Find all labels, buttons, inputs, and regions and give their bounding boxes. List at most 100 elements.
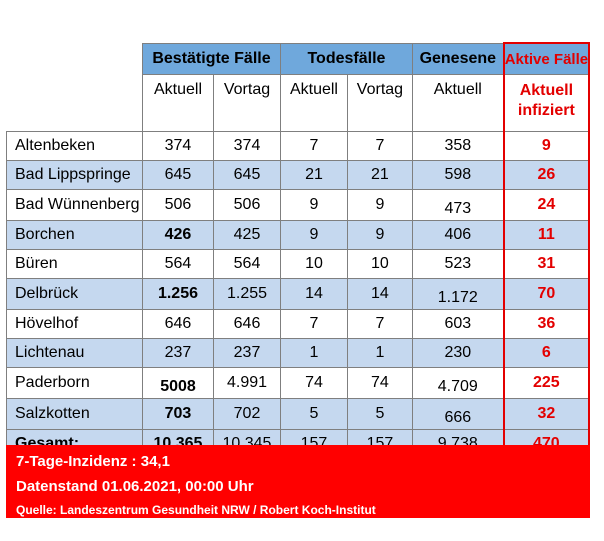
recovered-current-cell: 473	[411, 189, 505, 221]
deaths-previous-cell: 1	[346, 338, 413, 368]
deaths-current-cell: 21	[279, 160, 348, 190]
recovered-current-cell: 230	[411, 338, 505, 368]
confirmed-previous-cell: 1.255	[213, 278, 281, 310]
covid-table-container: Bestätigte Fälle Todesfälle Genesene Akt…	[6, 42, 591, 460]
group-header-row: Bestätigte Fälle Todesfälle Genesene Akt…	[6, 42, 591, 75]
deaths-current-cell: 9	[279, 189, 348, 221]
recovered-current-cell: 406	[411, 220, 505, 250]
deaths-previous-cell: 7	[346, 309, 413, 339]
deaths-current-cell: 7	[279, 309, 348, 339]
deaths-current-cell: 7	[279, 131, 348, 161]
header-confirmed-cases: Bestätigte Fälle	[141, 42, 281, 75]
table-row: Lichtenau 237 237 1 1 230 6	[6, 338, 591, 368]
active-infected-cell: 36	[502, 309, 591, 339]
table-row: Borchen 426 425 9 9 406 11	[6, 220, 591, 250]
subheader-active-infected: Aktuell infiziert	[502, 74, 591, 132]
active-infected-cell: 9	[502, 131, 591, 161]
confirmed-previous-cell: 374	[213, 131, 281, 161]
recovered-current-cell: 598	[411, 160, 505, 190]
subheader-recovered-current: Aktuell	[411, 74, 505, 132]
confirmed-current-cell: 564	[141, 249, 215, 279]
table-row: Bad Wünnenberg 506 506 9 9 473 24	[6, 189, 591, 221]
table-row: Salzkotten 703 702 5 5 666 32	[6, 398, 591, 430]
municipality-name-cell: Bad Wünnenberg	[6, 189, 143, 221]
header-corner	[6, 43, 143, 75]
active-infected-cell: 6	[502, 338, 591, 368]
municipality-name-cell: Borchen	[6, 220, 143, 250]
confirmed-current-cell: 506	[141, 189, 215, 221]
confirmed-previous-cell: 4.991	[213, 367, 281, 399]
confirmed-current-cell: 703	[141, 398, 215, 430]
subheader-deaths-current: Aktuell	[279, 74, 348, 132]
municipality-name-cell: Hövelhof	[6, 309, 143, 339]
deaths-current-cell: 74	[279, 367, 348, 399]
table-row: Delbrück 1.256 1.255 14 14 1.172 70	[6, 278, 591, 310]
confirmed-previous-cell: 506	[213, 189, 281, 221]
municipality-name-cell: Salzkotten	[6, 398, 143, 430]
confirmed-current-cell: 426	[141, 220, 215, 250]
confirmed-current-cell: 1.256	[141, 278, 215, 310]
subheader-deaths-previous: Vortag	[346, 74, 413, 132]
deaths-previous-cell: 74	[346, 367, 413, 399]
covid-cases-table: Bestätigte Fälle Todesfälle Genesene Akt…	[6, 42, 591, 460]
municipality-name-cell: Bad Lippspringe	[6, 160, 143, 190]
confirmed-previous-cell: 646	[213, 309, 281, 339]
header-active-cases: Aktive Fälle	[502, 42, 591, 75]
deaths-previous-cell: 21	[346, 160, 413, 190]
deaths-current-cell: 9	[279, 220, 348, 250]
active-infected-cell: 31	[502, 249, 591, 279]
municipality-name-cell: Paderborn	[6, 367, 143, 399]
recovered-current-cell: 666	[411, 398, 505, 430]
active-infected-cell: 32	[502, 398, 591, 430]
confirmed-previous-cell: 237	[213, 338, 281, 368]
subheader-confirmed-current: Aktuell	[141, 74, 215, 132]
table-row: Paderborn 5008 4.991 74 74 4.709 225	[6, 367, 591, 399]
incidence-text: 7-Tage-Inzidenz : 34,1	[16, 453, 170, 470]
info-footer: 7-Tage-Inzidenz : 34,1 Datenstand 01.06.…	[6, 445, 590, 518]
subheader-active-line2: infiziert	[517, 102, 575, 119]
recovered-current-cell: 4.709	[411, 367, 505, 399]
deaths-previous-cell: 7	[346, 131, 413, 161]
header-deaths: Todesfälle	[279, 42, 413, 75]
municipality-name-cell: Büren	[6, 249, 143, 279]
confirmed-current-cell: 374	[141, 131, 215, 161]
table-row: Altenbeken 374 374 7 7 358 9	[6, 131, 591, 161]
deaths-previous-cell: 5	[346, 398, 413, 430]
sub-header-corner	[6, 74, 143, 132]
recovered-current-cell: 523	[411, 249, 505, 279]
active-infected-cell: 24	[502, 189, 591, 221]
confirmed-previous-cell: 564	[213, 249, 281, 279]
municipality-name-cell: Delbrück	[6, 278, 143, 310]
confirmed-current-cell: 237	[141, 338, 215, 368]
confirmed-previous-cell: 425	[213, 220, 281, 250]
recovered-current-cell: 603	[411, 309, 505, 339]
active-infected-cell: 11	[502, 220, 591, 250]
deaths-current-cell: 10	[279, 249, 348, 279]
header-recovered: Genesene	[411, 42, 505, 75]
deaths-previous-cell: 10	[346, 249, 413, 279]
deaths-current-cell: 1	[279, 338, 348, 368]
subheader-active-line1: Aktuell	[519, 82, 574, 99]
source-text: Quelle: Landeszentrum Gesundheit NRW / R…	[16, 503, 376, 517]
confirmed-current-cell: 646	[141, 309, 215, 339]
deaths-current-cell: 14	[279, 278, 348, 310]
deaths-previous-cell: 14	[346, 278, 413, 310]
confirmed-current-cell: 5008	[141, 367, 215, 399]
active-infected-cell: 70	[502, 278, 591, 310]
municipality-name-cell: Lichtenau	[6, 338, 143, 368]
recovered-current-cell: 1.172	[411, 278, 505, 310]
deaths-previous-cell: 9	[346, 189, 413, 221]
confirmed-previous-cell: 645	[213, 160, 281, 190]
confirmed-previous-cell: 702	[213, 398, 281, 430]
active-infected-cell: 225	[502, 367, 591, 399]
subheader-confirmed-previous: Vortag	[213, 74, 281, 132]
table-row: Hövelhof 646 646 7 7 603 36	[6, 309, 591, 339]
table-row: Bad Lippspringe 645 645 21 21 598 26	[6, 160, 591, 190]
recovered-current-cell: 358	[411, 131, 505, 161]
active-infected-cell: 26	[502, 160, 591, 190]
municipality-name-cell: Altenbeken	[6, 131, 143, 161]
confirmed-current-cell: 645	[141, 160, 215, 190]
deaths-current-cell: 5	[279, 398, 348, 430]
data-status-text: Datenstand 01.06.2021, 00:00 Uhr	[16, 478, 254, 495]
sub-header-row: Aktuell Vortag Aktuell Vortag Aktuell Ak…	[6, 74, 591, 132]
